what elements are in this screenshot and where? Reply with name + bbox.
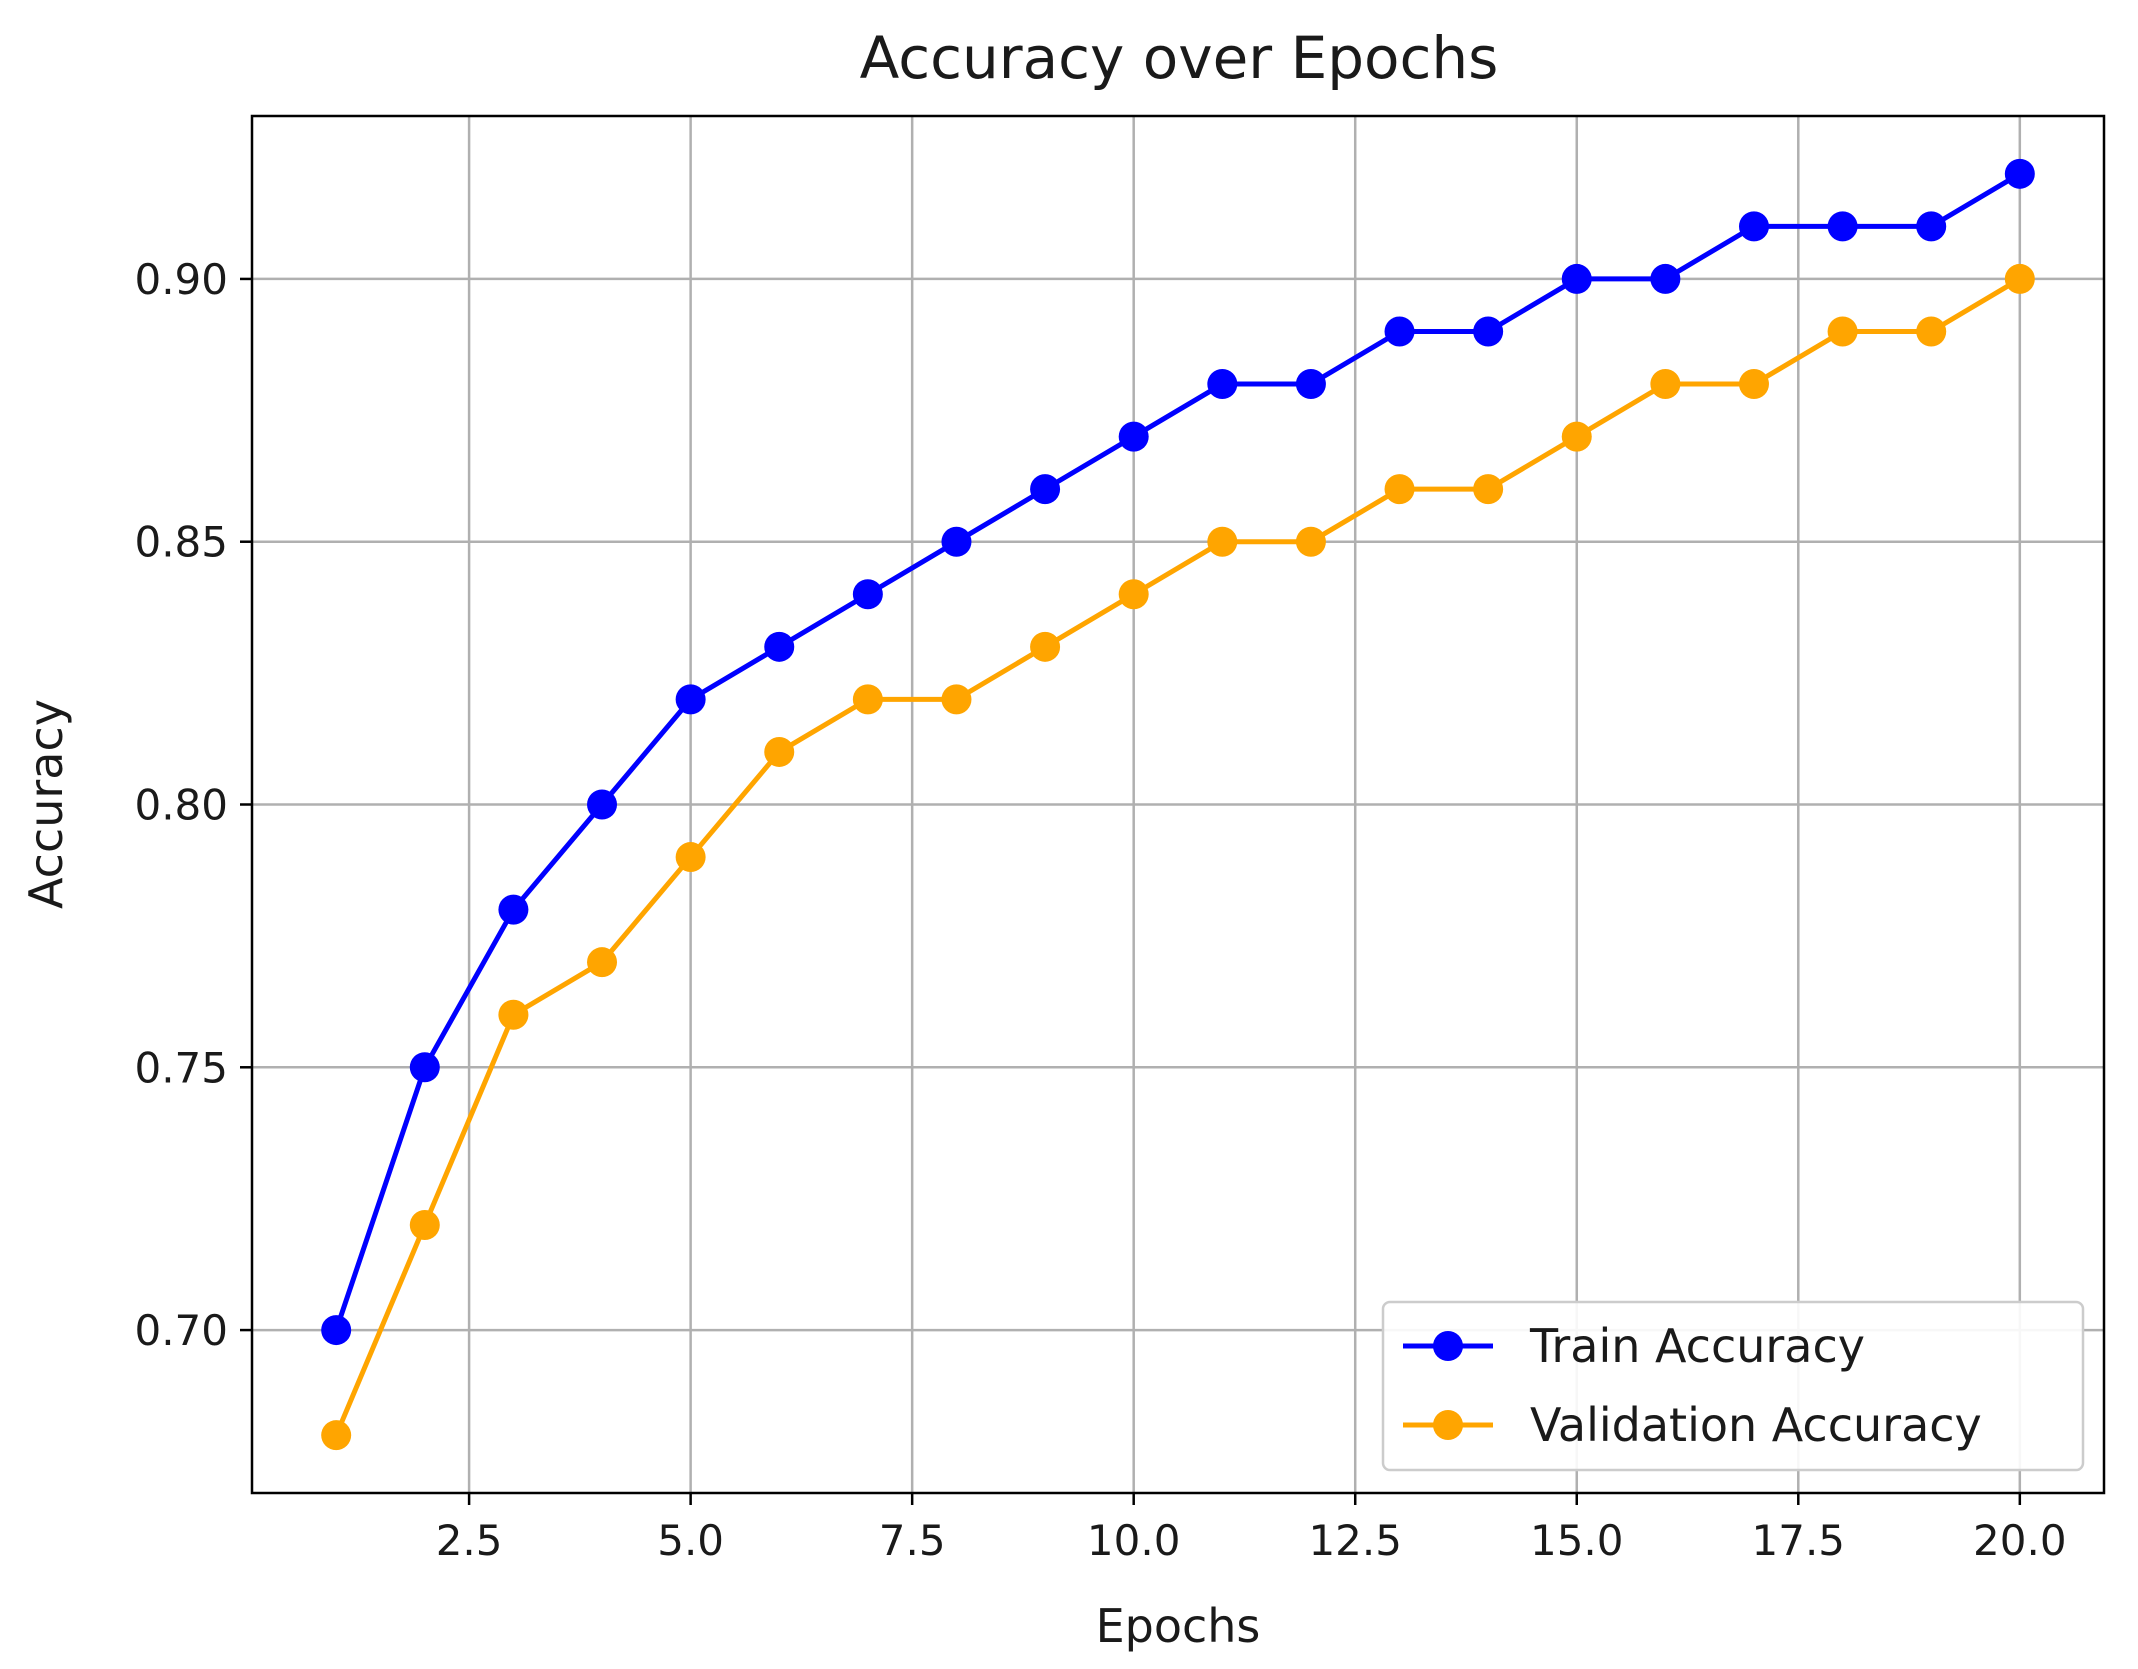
y-tick-label: 0.70 <box>134 1306 228 1355</box>
data-point-validation-accuracy <box>1118 579 1149 610</box>
x-tick-label: 12.5 <box>1308 1516 1402 1565</box>
data-point-train-accuracy <box>1030 474 1061 505</box>
x-tick-label: 2.5 <box>436 1516 503 1565</box>
legend-marker-swatch <box>1433 1410 1463 1440</box>
data-point-validation-accuracy <box>1916 316 1947 347</box>
data-point-validation-accuracy <box>941 684 972 715</box>
data-point-train-accuracy <box>1650 263 1681 294</box>
series-layer <box>321 158 2035 1451</box>
data-point-train-accuracy <box>1827 211 1858 242</box>
data-point-train-accuracy <box>1295 369 1326 400</box>
data-point-validation-accuracy <box>1473 474 1504 505</box>
data-point-validation-accuracy <box>1207 526 1238 557</box>
y-axis-label: Accuracy <box>19 699 73 909</box>
x-tick-label: 15.0 <box>1530 1516 1624 1565</box>
data-point-validation-accuracy <box>1827 316 1858 347</box>
x-tick-label: 7.5 <box>879 1516 946 1565</box>
data-point-train-accuracy <box>1561 263 1592 294</box>
y-tick-label: 0.75 <box>134 1043 228 1092</box>
x-tick-label: 5.0 <box>657 1516 724 1565</box>
data-point-validation-accuracy <box>587 947 618 978</box>
series-validation-accuracy <box>321 263 2035 1451</box>
data-point-train-accuracy <box>1384 316 1415 347</box>
series-line-train-accuracy <box>333 171 2022 1331</box>
data-point-validation-accuracy <box>1561 421 1592 452</box>
data-point-validation-accuracy <box>1030 631 1061 662</box>
axis-layer: 2.5 5.0 7.5 10.0 12.5 15.0 17.5 20.0 0.70 0.75 0.8… <box>134 255 2066 1565</box>
data-point-validation-accuracy <box>498 999 529 1030</box>
data-point-train-accuracy <box>1738 211 1769 242</box>
data-point-validation-accuracy <box>1384 474 1415 505</box>
legend-box <box>1381 1300 2085 1472</box>
legend-entry-train-accuracy: Train Accuracy <box>1403 1319 1865 1373</box>
y-tick-label: 0.90 <box>134 255 228 304</box>
data-point-train-accuracy <box>2004 158 2035 189</box>
x-tick-label: 17.5 <box>1752 1516 1846 1565</box>
legend: Train Accuracy Validation Accuracy <box>1381 1300 2085 1472</box>
series-train-accuracy <box>321 158 2035 1346</box>
data-point-train-accuracy <box>1473 316 1504 347</box>
y-tick-label: 0.85 <box>134 518 228 567</box>
data-point-train-accuracy <box>409 1052 440 1083</box>
data-point-train-accuracy <box>764 631 795 662</box>
data-point-validation-accuracy <box>409 1209 440 1240</box>
legend-marker-swatch <box>1433 1331 1463 1361</box>
data-point-train-accuracy <box>321 1315 352 1346</box>
data-point-validation-accuracy <box>852 684 883 715</box>
data-point-train-accuracy <box>1207 369 1238 400</box>
data-point-validation-accuracy <box>321 1420 352 1451</box>
data-point-train-accuracy <box>1118 421 1149 452</box>
x-axis-label: Epochs <box>1096 1599 1261 1653</box>
x-tick-label: 20.0 <box>1973 1516 2067 1565</box>
legend-entry-validation-accuracy: Validation Accuracy <box>1403 1398 1982 1452</box>
data-point-validation-accuracy <box>2004 263 2035 294</box>
data-point-train-accuracy <box>941 526 972 557</box>
data-point-validation-accuracy <box>764 736 795 767</box>
legend-label: Train Accuracy <box>1529 1319 1865 1373</box>
legend-label: Validation Accuracy <box>1530 1398 1982 1452</box>
data-point-validation-accuracy <box>675 842 706 873</box>
y-tick-label: 0.80 <box>134 781 228 830</box>
data-point-validation-accuracy <box>1738 369 1769 400</box>
data-point-train-accuracy <box>1916 211 1947 242</box>
chart-title: Accuracy over Epochs <box>860 24 1499 92</box>
data-point-validation-accuracy <box>1650 369 1681 400</box>
data-point-train-accuracy <box>852 579 883 610</box>
x-tick-label: 10.0 <box>1087 1516 1181 1565</box>
data-point-train-accuracy <box>498 894 529 925</box>
data-point-validation-accuracy <box>1295 526 1326 557</box>
data-point-train-accuracy <box>587 789 618 820</box>
grid-lines <box>252 116 2104 1493</box>
data-point-train-accuracy <box>675 684 706 715</box>
